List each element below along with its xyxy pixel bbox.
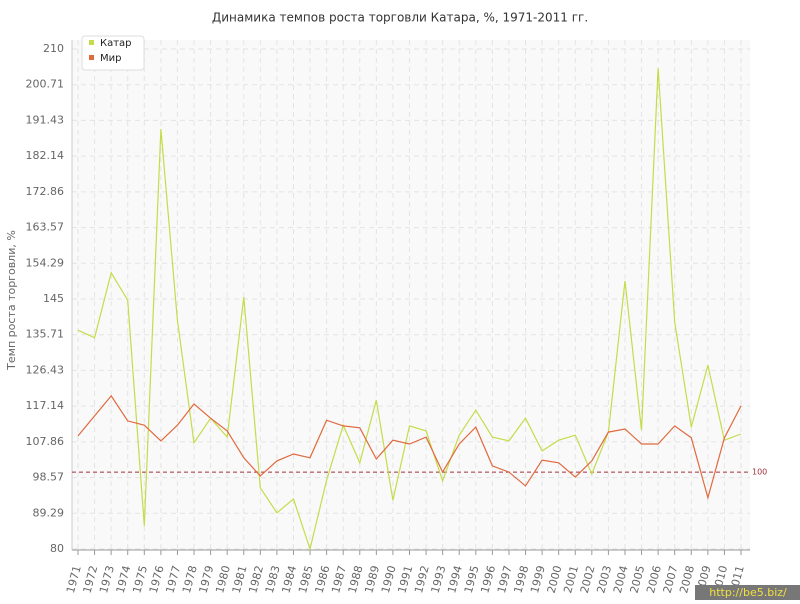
y-tick-label: 135.71 [26,328,65,341]
series-line [77,68,742,552]
y-tick-label: 191.43 [26,113,65,126]
y-tick-label: 182.14 [26,149,65,162]
y-tick-label: 80 [50,542,64,555]
legend-swatch [89,40,94,45]
y-tick-label: 117.14 [26,399,65,412]
y-tick-label: 200.71 [26,78,65,91]
y-tick-label: 126.43 [26,363,65,376]
legend-label: Катар [100,38,132,49]
y-tick-label: 98.57 [33,471,65,484]
chart-title: Динамика темпов роста торговли Катара, %… [212,11,588,25]
watermark: http://be5.biz/ [709,586,787,599]
watermark-bg [695,585,800,600]
legend-box [81,35,145,71]
y-tick-label: 89.29 [33,506,65,519]
plot-area [72,40,750,550]
y-axis-title: Темп роста торговли, % [5,230,18,371]
legend-label: Мир [100,53,121,64]
y-tick-label: 172.86 [26,185,65,198]
reference-label: 100 [752,468,767,477]
y-tick-label: 163.57 [26,221,65,234]
series-line [77,394,742,501]
y-tick-label: 107.86 [26,435,65,448]
y-tick-label: 154.29 [26,256,65,269]
legend-swatch [89,55,94,60]
y-tick-label: 210 [43,42,64,55]
y-tick-label: 145 [43,292,64,305]
